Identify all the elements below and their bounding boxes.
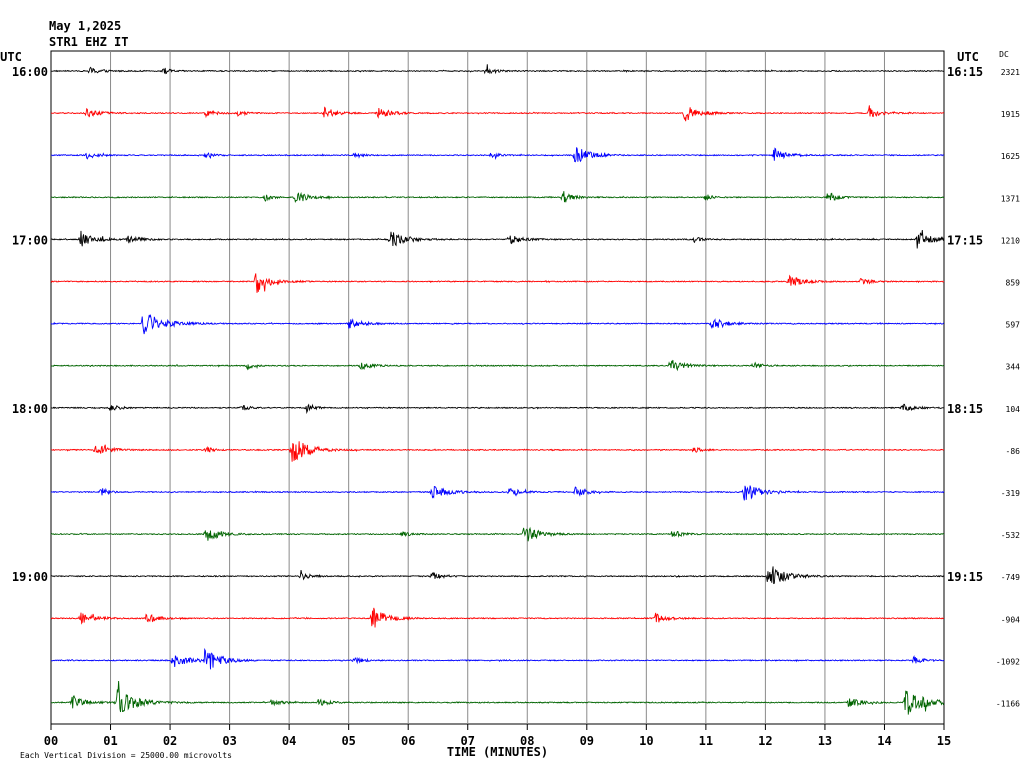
dc-value: 104: [1006, 405, 1021, 414]
seismic-trace: [50, 403, 945, 415]
dc-value: 597: [1006, 321, 1021, 330]
dc-value: -1166: [996, 700, 1020, 709]
x-tick-label: 10: [639, 734, 653, 748]
seismic-trace: [50, 566, 945, 585]
station-label: STR1 EHZ IT: [49, 35, 129, 49]
x-tick-label: 06: [401, 734, 415, 748]
seismic-trace: [50, 147, 945, 163]
footer-note: Each Vertical Division = 25000.00 microv…: [20, 751, 232, 760]
dc-value: 344: [1006, 363, 1021, 372]
plot-frame: [50, 50, 945, 725]
seismic-trace: [50, 359, 945, 372]
seismic-trace: [50, 191, 945, 203]
left-time-label: 18:00: [12, 402, 48, 416]
trace-layer: [50, 64, 945, 715]
x-tick-label: 01: [103, 734, 117, 748]
seismic-trace: [50, 441, 945, 462]
dc-value: -1092: [996, 657, 1020, 666]
dc-label: DC: [999, 50, 1009, 59]
dc-value: -319: [1001, 489, 1020, 498]
left-time-label: 16:00: [12, 65, 48, 79]
dc-value: 1915: [1001, 110, 1020, 119]
left-time-label: 19:00: [12, 570, 48, 584]
seismic-trace: [50, 273, 945, 293]
right-time-label: 19:15: [947, 570, 983, 584]
dc-value: 859: [1006, 279, 1021, 288]
x-tick-label: 04: [282, 734, 296, 748]
label-layer: 00 01 02 03 04 05 06 07 08 09 10 11 12 13 14 15 UTC UTC DC…: [0, 50, 1020, 760]
x-tick-label: 12: [758, 734, 772, 748]
x-tick-label: 11: [699, 734, 713, 748]
x-tick-label: 07: [461, 734, 475, 748]
x-tick-label: 03: [222, 734, 236, 748]
seismic-trace: [50, 229, 945, 249]
right-time-label: 18:15: [947, 402, 983, 416]
left-time-label: 17:00: [12, 233, 48, 247]
right-time-label: 16:15: [947, 65, 983, 79]
dc-value: 1371: [1001, 194, 1020, 203]
dc-value: -532: [1001, 531, 1020, 540]
seismic-trace: [50, 313, 945, 335]
seismic-trace: [50, 607, 945, 628]
dc-value: -86: [1006, 447, 1021, 456]
x-tick-label: 15: [937, 734, 951, 748]
x-tick-label: 00: [44, 734, 58, 748]
x-tick-label: 09: [580, 734, 594, 748]
x-tick-label: 14: [877, 734, 891, 748]
seismic-trace: [50, 485, 945, 501]
seismic-trace: [50, 64, 945, 75]
seismic-trace: [50, 105, 945, 122]
dc-value: 1625: [1001, 152, 1020, 161]
dc-value: -904: [1001, 615, 1020, 624]
x-tick-label: 13: [818, 734, 832, 748]
dc-value: 2321: [1001, 68, 1020, 77]
x-tick-label: 05: [341, 734, 355, 748]
seismic-trace: [50, 647, 945, 670]
grid-layer: [50, 50, 945, 730]
right-time-label: 17:15: [947, 233, 983, 247]
dc-value: 1210: [1001, 236, 1020, 245]
right-axis-label: UTC: [957, 50, 979, 64]
x-tick-label: 02: [163, 734, 177, 748]
seismic-trace: [50, 680, 945, 715]
dc-value: -749: [1001, 573, 1020, 582]
x-axis-label: TIME (MINUTES): [447, 745, 548, 759]
x-tick-label: 08: [520, 734, 534, 748]
left-axis-label: UTC: [0, 50, 22, 64]
seismic-trace: [50, 526, 945, 542]
date-label: May 1,2025: [49, 19, 122, 33]
